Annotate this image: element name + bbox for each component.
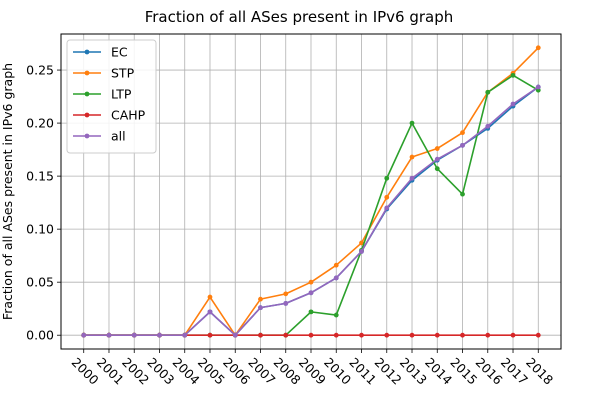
data-point-cahp [258, 332, 263, 338]
data-point-all [535, 84, 541, 90]
data-point-all [131, 332, 137, 338]
data-point-ltp [384, 175, 390, 181]
data-point-cahp [333, 332, 339, 338]
data-point-cahp [460, 332, 465, 338]
data-point-all [409, 175, 415, 181]
data-point-all [510, 101, 516, 107]
data-point-all [308, 290, 314, 296]
legend-box [66, 39, 157, 154]
data-point-all [460, 142, 465, 148]
data-point-all [384, 205, 390, 211]
data-point-stp [308, 279, 314, 285]
data-point-cahp [207, 332, 213, 338]
data-point-stp [283, 291, 289, 297]
data-point-cahp [283, 332, 289, 338]
data-point-stp [258, 296, 263, 302]
data-point-cahp [384, 332, 390, 338]
data-point-stp [434, 146, 440, 151]
data-point-ltp [460, 191, 465, 197]
data-point-all [157, 332, 162, 338]
data-point-cahp [485, 332, 491, 338]
data-point-cahp [409, 332, 415, 338]
legend-item-all: all [73, 129, 126, 144]
y-tick-label: 0.20 [26, 116, 54, 131]
legend-item-cahp: CAHP [73, 108, 146, 123]
y-tick-label: 0.00 [26, 328, 54, 343]
y-tick-label: 0.10 [26, 222, 54, 237]
data-point-all [106, 332, 112, 338]
legend-label: all [111, 129, 126, 144]
series-all [81, 84, 541, 338]
data-point-cahp [359, 332, 364, 338]
data-point-stp [535, 45, 541, 51]
data-point-all [485, 123, 491, 129]
legend-item-ltp: LTP [73, 87, 132, 102]
data-point-all [182, 332, 188, 338]
y-tick-label: 0.15 [26, 169, 54, 184]
data-point-all [333, 275, 339, 281]
legend-marker [84, 133, 90, 139]
legend-item-ec: EC [73, 45, 128, 60]
data-point-all [207, 309, 213, 315]
data-point-stp [359, 240, 364, 246]
data-point-cahp [510, 332, 516, 338]
data-point-cahp [308, 332, 314, 338]
legend-label: LTP [111, 87, 132, 102]
data-point-all [434, 156, 440, 162]
data-point-cahp [434, 332, 440, 338]
data-point-ltp [434, 166, 440, 172]
legend-marker [84, 91, 90, 97]
y-tick-label: 0.25 [26, 63, 54, 78]
legend-label: STP [111, 66, 135, 81]
legend-marker [84, 112, 90, 118]
legend-marker [84, 49, 90, 55]
data-point-all [258, 305, 263, 311]
data-point-all [283, 300, 289, 306]
legend-label: CAHP [111, 108, 146, 123]
legend-item-stp: STP [73, 66, 135, 81]
data-point-ltp [333, 312, 339, 318]
data-point-ltp [510, 72, 516, 78]
y-axis: 0.00 0.05 0.10 0.15 0.20 0.25 [26, 63, 61, 343]
data-point-ltp [485, 89, 491, 95]
data-point-stp [333, 262, 339, 268]
data-point-all [232, 332, 238, 338]
data-point-cahp [535, 332, 541, 338]
chart-title: Fraction of all ASes present in IPv6 gra… [145, 8, 454, 26]
data-point-all [81, 332, 87, 338]
legend-label: EC [111, 45, 128, 60]
data-point-stp [207, 294, 213, 300]
plot-area [81, 45, 541, 338]
data-point-stp [384, 194, 390, 200]
data-point-ltp [308, 309, 314, 315]
y-tick-label: 0.05 [26, 275, 54, 290]
data-point-ltp [409, 120, 415, 126]
data-point-all [359, 249, 364, 254]
y-axis-label: Fraction of all ASes present in IPv6 gra… [0, 63, 15, 320]
data-point-stp [409, 154, 415, 160]
legend: EC STP LTP CAHP all [66, 39, 157, 154]
data-point-stp [460, 130, 465, 136]
legend-marker [84, 70, 90, 76]
